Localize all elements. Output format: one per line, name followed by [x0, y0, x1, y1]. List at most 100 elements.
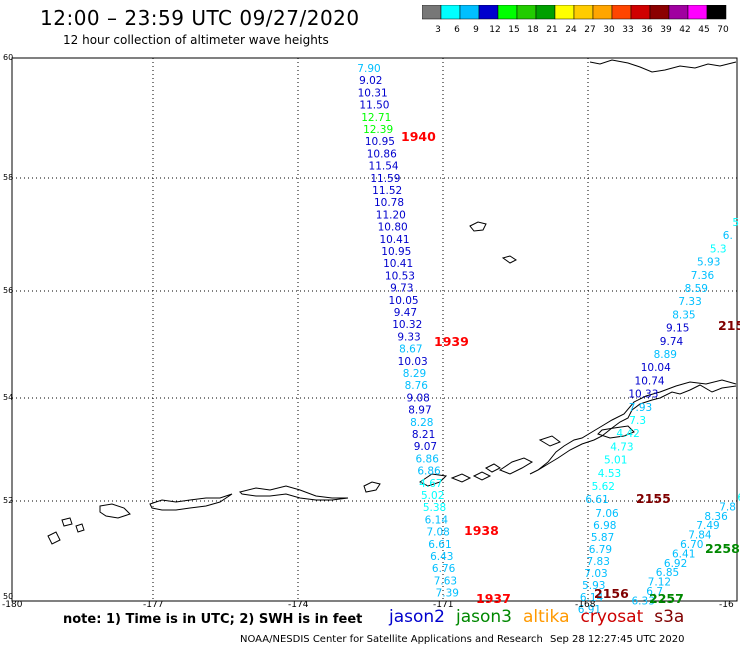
swh-value: 6.61	[428, 539, 451, 551]
lon-label: -177	[143, 600, 164, 610]
swh-value: 6.43	[430, 551, 453, 563]
coast-andreanof	[239, 485, 349, 501]
colorbar-label: 6	[454, 25, 460, 35]
swh-value: 12.71	[361, 112, 391, 124]
swh-value: 10.32	[392, 319, 422, 331]
swh-value: 7.83	[587, 556, 610, 568]
swh-value: 7.90	[357, 63, 380, 75]
swh-value: 10.95	[365, 136, 395, 148]
legend-cryosat: cryosat	[580, 607, 644, 627]
pass-time-label: 1938	[464, 523, 499, 538]
swh-value: 9.74	[660, 336, 684, 348]
swh-value: 6.86	[417, 466, 441, 478]
colorbar-label: 39	[660, 25, 672, 35]
legend-s3a: s3a	[654, 607, 685, 627]
map-frame	[11, 57, 738, 602]
swh-value: 6.76	[432, 563, 456, 575]
colorbar-label: 9	[473, 25, 479, 35]
swh-value: 6.98	[593, 520, 616, 532]
swh-value: 9.15	[666, 323, 689, 335]
swh-value: 5.93	[582, 580, 605, 592]
swh-value: 10.53	[385, 270, 415, 282]
graticule	[12, 58, 737, 601]
swh-value: 6.41	[672, 548, 695, 560]
swh-value: 7.12	[648, 577, 671, 589]
map-subtitle: 12 hour collection of altimeter wave hei…	[63, 33, 329, 47]
coast-unalaska	[498, 457, 534, 475]
swh-value: 7.63	[434, 575, 457, 587]
pass-time-labels: 1940 1939 1938 1937 215 2155 2156 2258 2257	[401, 129, 740, 606]
swh-value: 8.67	[399, 344, 422, 356]
pass-time-label: 2258	[705, 541, 740, 556]
swh-value: 7.08	[426, 527, 449, 539]
swh-value: 9.08	[406, 392, 429, 404]
map-title: 12:00 – 23:59 UTC 09/27/2020	[40, 6, 360, 30]
swh-value: 8.21	[412, 429, 435, 441]
colorbar-label: 45	[698, 25, 709, 35]
swh-value: 6.85	[656, 567, 679, 579]
pass-time-label: 2257	[649, 591, 684, 606]
coast-alaska-peninsula	[529, 379, 737, 475]
swh-value: 9.47	[394, 307, 417, 319]
swh-value: 6.	[723, 230, 733, 242]
pass-time-label: 215	[718, 318, 740, 333]
swh-value: 8.89	[654, 349, 677, 361]
colorbar-label: 18	[527, 25, 539, 35]
swh-value: 4.42	[616, 428, 639, 440]
swh-value: 6.86	[416, 453, 440, 465]
swh-value: 7.93	[629, 402, 652, 414]
coast-near-islands	[99, 503, 131, 519]
swh-value: 10.74	[635, 375, 665, 387]
legend-jason2: jason2	[389, 607, 445, 627]
swh-value: 11.50	[359, 100, 389, 112]
swh-value: 7.36	[691, 270, 715, 282]
lon-label: -168	[575, 600, 596, 610]
lon-label: -174	[288, 600, 309, 610]
swh-value: 10.41	[379, 234, 409, 246]
swh-value: 10.04	[641, 362, 671, 374]
swh-value: 6.7	[646, 586, 663, 598]
swh-value: 10.03	[398, 356, 428, 368]
swh-value: 11.20	[376, 209, 406, 221]
swh-value: 6.33	[632, 595, 655, 607]
swh-value: 6.70	[680, 539, 703, 551]
swh-value: 10.78	[374, 197, 404, 209]
coast-islands-east	[419, 435, 562, 487]
swh-value: 10.33	[628, 389, 658, 401]
footer-note: note: 1) Time is in UTC; 2) SWH is in fe…	[63, 612, 363, 627]
colorbar-label: 24	[565, 25, 577, 35]
swh-value: 5.87	[591, 532, 614, 544]
colorbar-label: 70	[717, 25, 729, 35]
swh-value: 4.67	[419, 478, 442, 490]
lat-label: 54	[3, 393, 14, 402]
swh-value: 6.91	[578, 604, 601, 616]
swh-value: 6.14	[425, 514, 449, 526]
swh-value: 4.53	[598, 468, 621, 480]
coast-pribilof-1	[469, 221, 487, 232]
pass-time-label: 2155	[636, 491, 671, 506]
swh-value: 8.76	[405, 380, 429, 392]
swh-value: 8.36	[704, 511, 728, 523]
colorbar-label: 36	[641, 25, 653, 35]
coast-west-islands	[47, 517, 85, 545]
swh-track-values: 7.909.0210.3111.5012.7112.3910.9510.8611…	[357, 63, 740, 616]
pass-time-label: 1940	[401, 129, 436, 144]
swh-value: 7.33	[678, 296, 701, 308]
colorbar-swatch	[706, 5, 727, 20]
coastlines	[47, 59, 737, 545]
colorbar-label: 27	[584, 25, 595, 35]
swh-value: 8.97	[408, 405, 431, 417]
colorbar-label: 30	[603, 25, 615, 35]
credit-line: NOAA/NESDIS Center for Satellite Applica…	[240, 634, 543, 645]
swh-value: 5.93	[697, 257, 720, 269]
coast-unimak	[597, 425, 635, 439]
pass-time-label: 1937	[476, 591, 511, 606]
colorbar-label: 12	[489, 25, 500, 35]
coast-rat-islands	[149, 493, 233, 511]
swh-value: 5.01	[604, 455, 627, 467]
swh-value: 7.39	[436, 588, 459, 600]
satellite-legend: jason2 jason3 altika cryosat s3a	[389, 607, 695, 627]
pass-time-label: 1939	[434, 334, 469, 349]
lat-label: 58	[3, 173, 14, 182]
lat-label: 52	[3, 496, 14, 505]
